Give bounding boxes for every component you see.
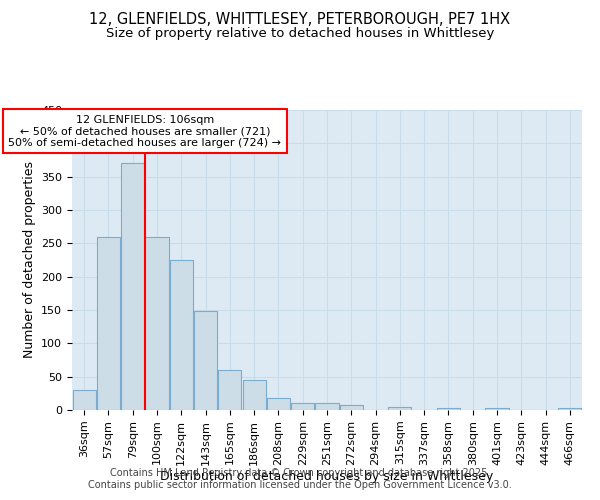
Bar (242, 380, 266, 410)
Bar (485, 408, 509, 410)
Bar (559, 408, 581, 410)
Bar (388, 406, 412, 410)
Bar (267, 398, 290, 410)
Bar (170, 260, 193, 410)
Y-axis label: Number of detached properties: Number of detached properties (23, 162, 35, 358)
Bar (218, 370, 241, 410)
Bar (194, 312, 217, 410)
Bar (121, 164, 144, 410)
Bar (316, 404, 338, 410)
Bar (145, 236, 169, 410)
Bar (340, 406, 363, 410)
Bar (73, 390, 95, 410)
Text: 12, GLENFIELDS, WHITTLESEY, PETERBOROUGH, PE7 1HX: 12, GLENFIELDS, WHITTLESEY, PETERBOROUGH… (89, 12, 511, 28)
X-axis label: Distribution of detached houses by size in Whittlesey: Distribution of detached houses by size … (160, 470, 494, 484)
Bar (437, 408, 460, 410)
Bar (97, 236, 120, 410)
Text: Contains HM Land Registry data © Crown copyright and database right 2025.
Contai: Contains HM Land Registry data © Crown c… (88, 468, 512, 490)
Bar (291, 404, 314, 410)
Text: Size of property relative to detached houses in Whittlesey: Size of property relative to detached ho… (106, 28, 494, 40)
Text: 12 GLENFIELDS: 106sqm
← 50% of detached houses are smaller (721)
50% of semi-det: 12 GLENFIELDS: 106sqm ← 50% of detached … (8, 114, 281, 148)
